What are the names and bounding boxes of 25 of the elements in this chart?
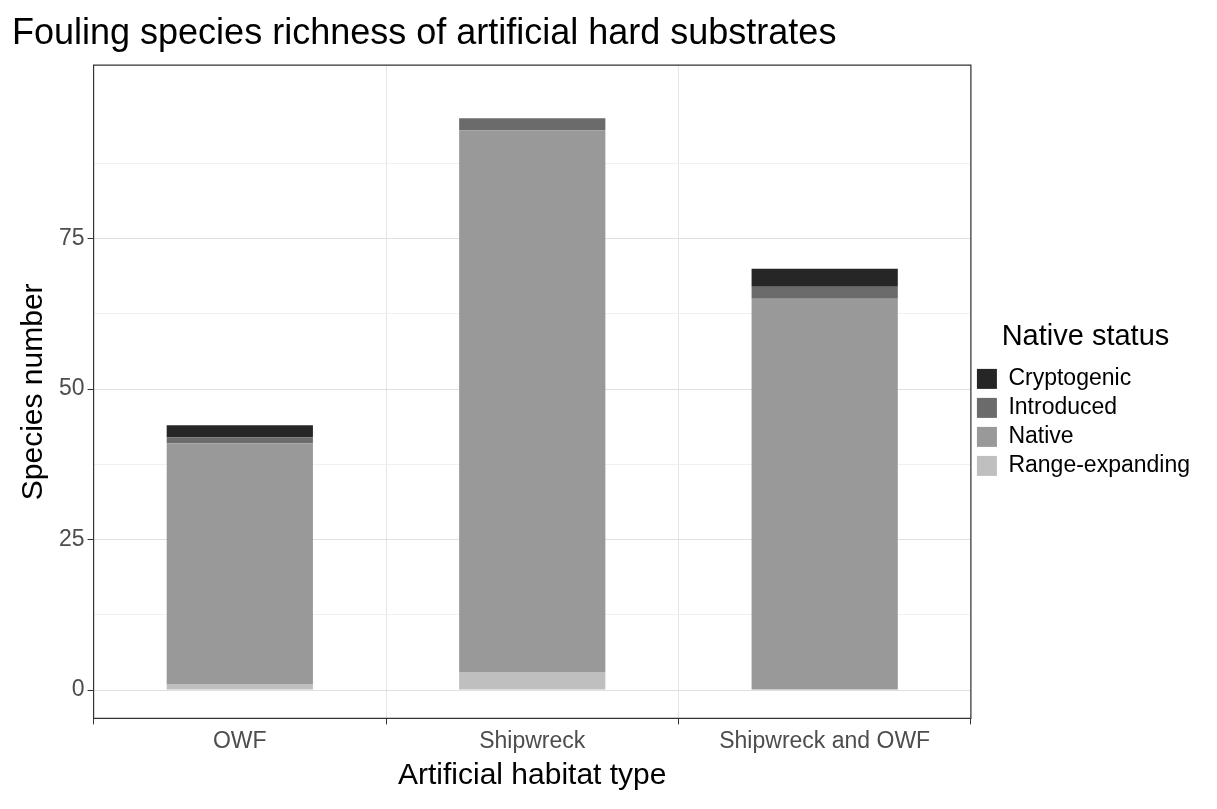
y-axis-title: Species number bbox=[15, 283, 49, 501]
bar bbox=[166, 425, 313, 438]
y-tick-label: 50 bbox=[58, 374, 85, 401]
x-tick-label: Shipwreck and OWF bbox=[719, 726, 931, 753]
y-tick-label: 75 bbox=[58, 223, 85, 250]
bar bbox=[166, 437, 313, 444]
bar bbox=[751, 268, 898, 287]
x-axis-title: Artificial habitat type bbox=[398, 757, 667, 791]
legend-label: Cryptogenic bbox=[1008, 364, 1132, 391]
bar bbox=[751, 298, 898, 690]
chart-title: Fouling species richness of artificial hard substrates bbox=[12, 10, 837, 52]
legend-title: Native status bbox=[1001, 319, 1170, 352]
bar bbox=[459, 118, 606, 131]
y-tick-label: 25 bbox=[58, 524, 85, 551]
legend-label: Native bbox=[1008, 422, 1074, 449]
legend-label: Introduced bbox=[1008, 393, 1118, 420]
bar bbox=[459, 672, 606, 690]
x-tick-label: Shipwreck bbox=[479, 726, 586, 753]
x-tick-label: OWF bbox=[212, 726, 267, 753]
bar bbox=[166, 684, 313, 690]
legend-label: Range-expanding bbox=[1008, 451, 1191, 478]
bar bbox=[166, 443, 313, 685]
y-tick-label: 0 bbox=[71, 675, 85, 702]
bar bbox=[751, 286, 898, 299]
bar bbox=[459, 130, 606, 673]
